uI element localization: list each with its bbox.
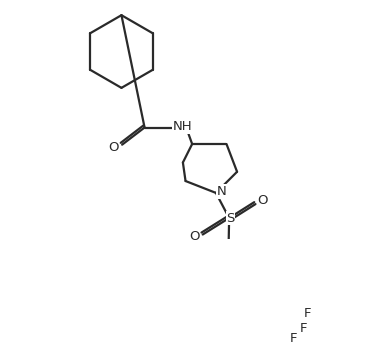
Text: O: O — [258, 194, 268, 207]
Text: O: O — [108, 141, 119, 154]
Text: F: F — [304, 307, 312, 320]
Text: F: F — [289, 332, 297, 345]
Text: F: F — [300, 322, 307, 335]
Text: NH: NH — [173, 120, 193, 133]
Text: N: N — [216, 185, 226, 198]
Text: S: S — [226, 211, 235, 224]
Text: O: O — [189, 230, 199, 243]
